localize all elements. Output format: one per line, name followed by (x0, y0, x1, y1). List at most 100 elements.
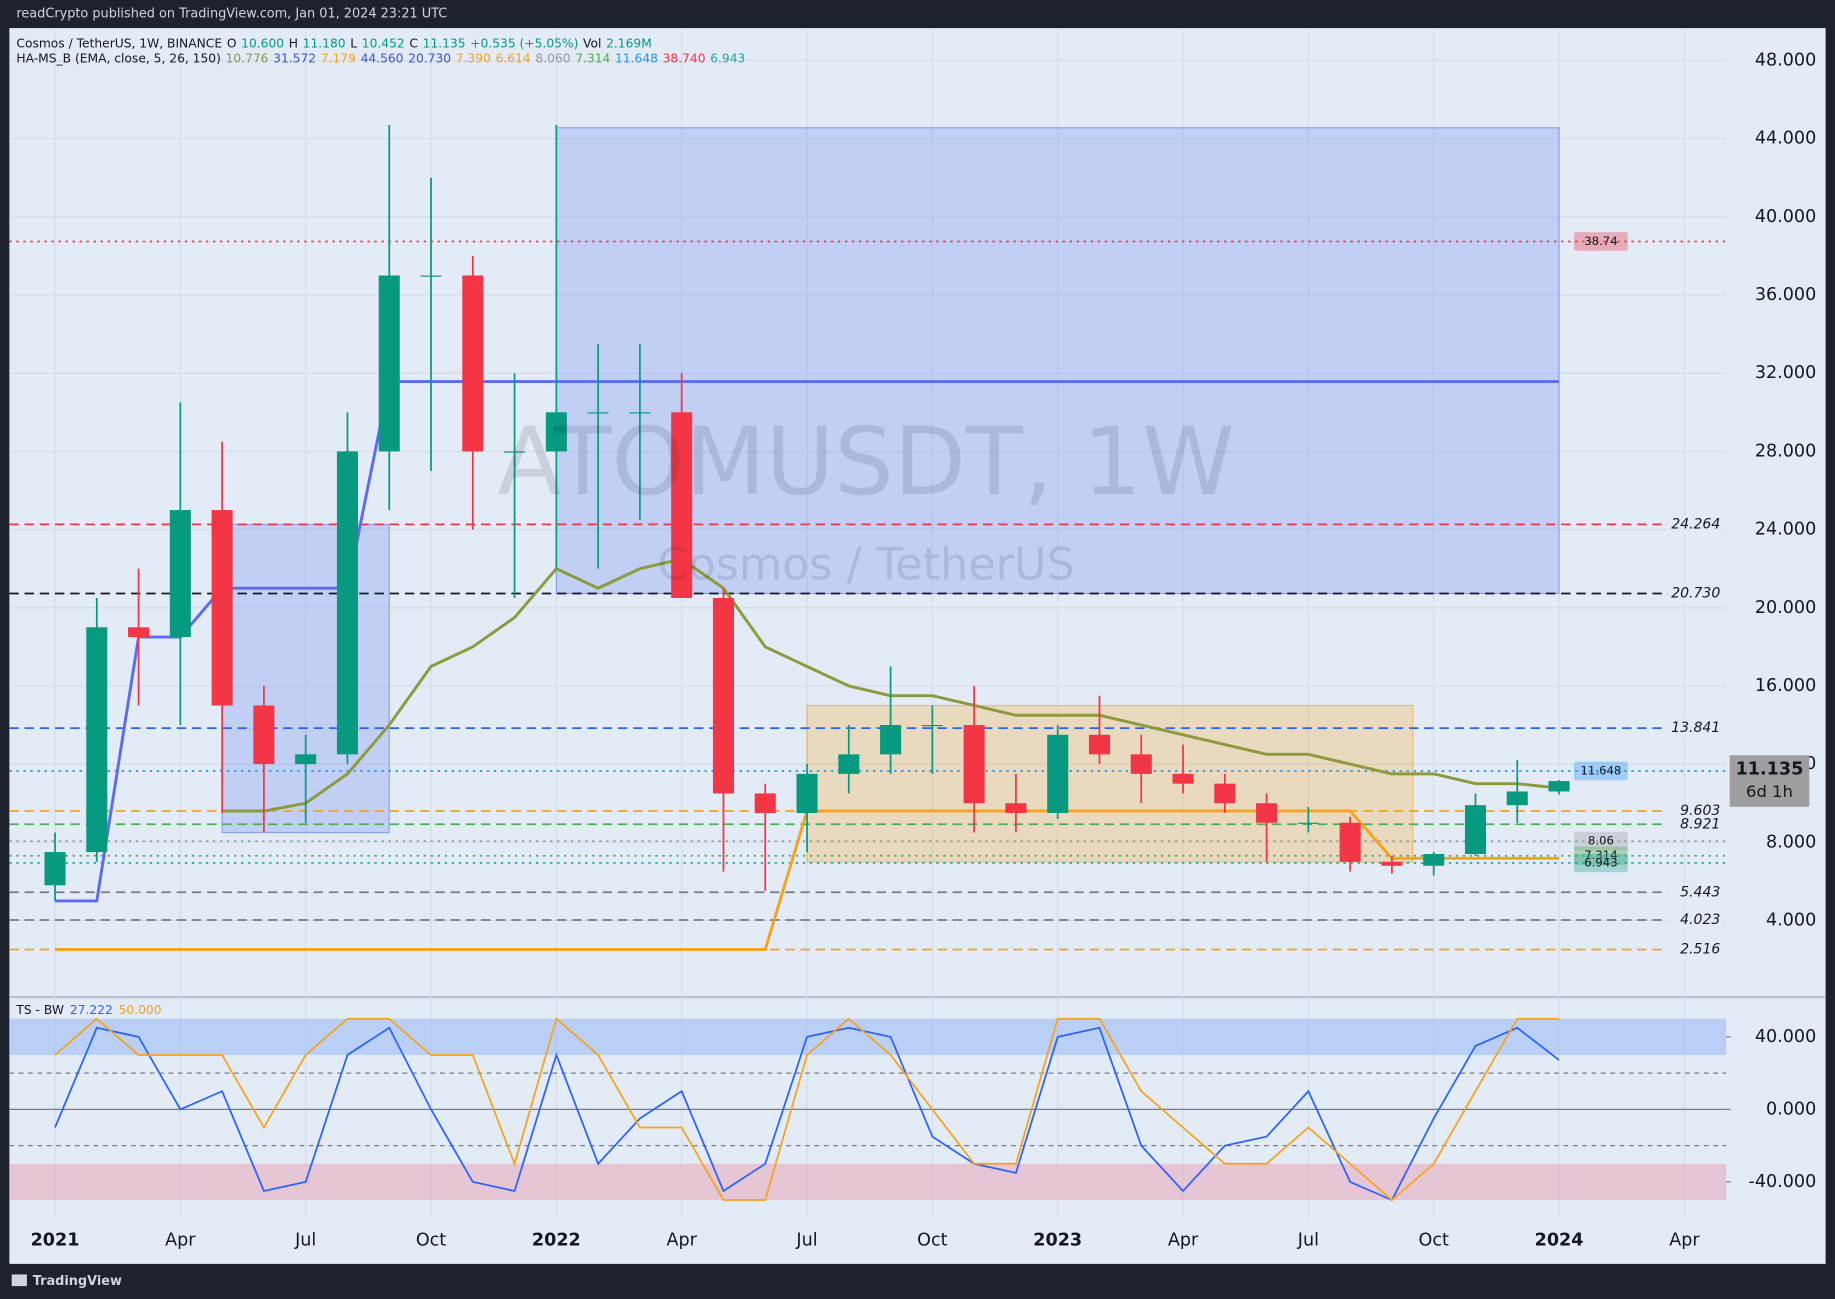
candle-body (1256, 803, 1278, 823)
candle-body (1130, 754, 1152, 774)
candle-body (545, 412, 567, 452)
candle-body (1381, 861, 1403, 866)
level-label: 13.841 (1671, 720, 1720, 736)
y-tick-label: 40.000 (1755, 1027, 1816, 1047)
zone (555, 127, 1560, 595)
candle-body (671, 412, 693, 598)
legend-item: HA-MS_B (EMA, close, 5, 26, 150) (16, 51, 221, 65)
level-label: 11.648 (1580, 763, 1621, 777)
candle-body (1172, 773, 1194, 784)
level-badge (1574, 761, 1628, 781)
level-label: 7.314 (1584, 848, 1617, 862)
level-label: 5.443 (1680, 884, 1720, 900)
legend-item: 6.614 (496, 51, 531, 65)
osc-line (54, 1017, 1560, 1202)
x-tick-label: Oct (1419, 1230, 1449, 1250)
legend-item: Cosmos / TetherUS, 1W, BINANCE (16, 36, 222, 50)
y-tick-label: 16.000 (1755, 676, 1816, 696)
level-label-bg (1667, 882, 1724, 902)
osc-legend-value: 27.222 (70, 1002, 113, 1016)
legend-item: C (409, 36, 418, 50)
x-tick-label: Oct (416, 1230, 446, 1250)
level-label-bg (1667, 584, 1724, 603)
legend-item: 8.060 (535, 51, 570, 65)
legend: Cosmos / TetherUS, 1W, BINANCE O 10.600 H 11… (16, 36, 651, 50)
candle-body (1214, 783, 1236, 804)
legend-item: 10.600 (241, 36, 284, 50)
level-label: 4.023 (1680, 912, 1720, 928)
candle-body (1005, 803, 1027, 813)
candle-body (420, 275, 442, 277)
y-tick-label: 8.000 (1766, 832, 1816, 852)
legend-item: 20.730 (408, 51, 451, 65)
osc-line (54, 1026, 1560, 1202)
candle-body (295, 754, 317, 765)
y-tick-label: 40.000 (1755, 207, 1816, 227)
y-tick-label: 32.000 (1755, 363, 1816, 383)
brand-logo (11, 1274, 27, 1287)
legend-item: 10.452 (362, 36, 405, 50)
legend-item: 7.179 (321, 51, 356, 65)
legend-item: 31.572 (273, 51, 316, 65)
x-tick-label: Jul (294, 1230, 316, 1250)
candle-body (1548, 781, 1570, 792)
level-badge (1574, 232, 1628, 251)
plot: 4.0008.00012.00016.00020.00024.00028.000… (9, 29, 1816, 1250)
legend-item: 11.648 (615, 51, 658, 65)
watermark-subtitle: Cosmos / TetherUS (657, 540, 1074, 591)
candle-body (128, 627, 150, 638)
osc-legend-value: 50.000 (119, 1002, 162, 1016)
legend-item: 11.180 (303, 36, 346, 50)
legend-item: 7.314 (575, 51, 610, 65)
legend-item: 10.776 (226, 51, 269, 65)
legend-item: Vol (583, 36, 601, 50)
candle-body (796, 773, 818, 813)
candle-body (1339, 822, 1361, 862)
level-label: 38.74 (1584, 234, 1617, 248)
level-label: 8.921 (1680, 816, 1720, 832)
candle-body (378, 275, 400, 452)
candle-body (211, 510, 233, 706)
candle-body (1088, 734, 1111, 755)
y-tick-label: 4.000 (1766, 910, 1816, 930)
y-tick-label: -40.000 (1749, 1172, 1817, 1192)
candle-body (880, 725, 902, 755)
x-tick-label: Jul (1297, 1230, 1319, 1250)
legend-item: 11.135 (423, 36, 466, 50)
level-label-bg (1667, 940, 1724, 959)
legend-item: H (289, 36, 298, 50)
candle-body (44, 852, 66, 886)
x-tick-label: Apr (165, 1230, 196, 1250)
candle-body (462, 275, 484, 452)
x-tick-label: 2023 (1033, 1230, 1082, 1250)
zone (806, 704, 1414, 863)
x-tick-label: 2022 (532, 1230, 581, 1250)
countdown: 6d 1h (1746, 782, 1793, 801)
last-price: 11.135 (1736, 759, 1804, 779)
brand: TradingView (33, 1274, 122, 1289)
x-tick-label: Apr (1669, 1230, 1700, 1250)
level-label-bg (1667, 814, 1724, 834)
y-tick-label: 24.000 (1755, 520, 1816, 540)
level-label: 20.730 (1671, 585, 1720, 601)
y-tick-label: 36.000 (1755, 285, 1816, 305)
candle-body (712, 597, 735, 794)
x-tick-label: 2024 (1535, 1230, 1584, 1250)
chart-area (9, 28, 1826, 1264)
level-label: 24.264 (1671, 516, 1720, 532)
osc-title: TS - BW (15, 1002, 64, 1016)
y-tick-label: 20.000 (1755, 598, 1816, 618)
x-tick-label: Apr (1168, 1230, 1199, 1250)
level-label-bg (1667, 718, 1724, 738)
y-tick-label: 0.000 (1766, 1099, 1816, 1119)
level-label: 6.943 (1584, 855, 1617, 869)
published: readCrypto published on TradingView.com,… (16, 7, 447, 22)
level-label-bg (1667, 515, 1724, 534)
level-label: 8.06 (1588, 834, 1614, 848)
candle-body (629, 412, 651, 414)
candle-body (1464, 805, 1487, 855)
legend-item: 44.560 (361, 51, 404, 65)
y-tick-label: 44.000 (1755, 129, 1816, 149)
legend: HA-MS_B (EMA, close, 5, 26, 150) 10.776 31… (16, 51, 745, 65)
